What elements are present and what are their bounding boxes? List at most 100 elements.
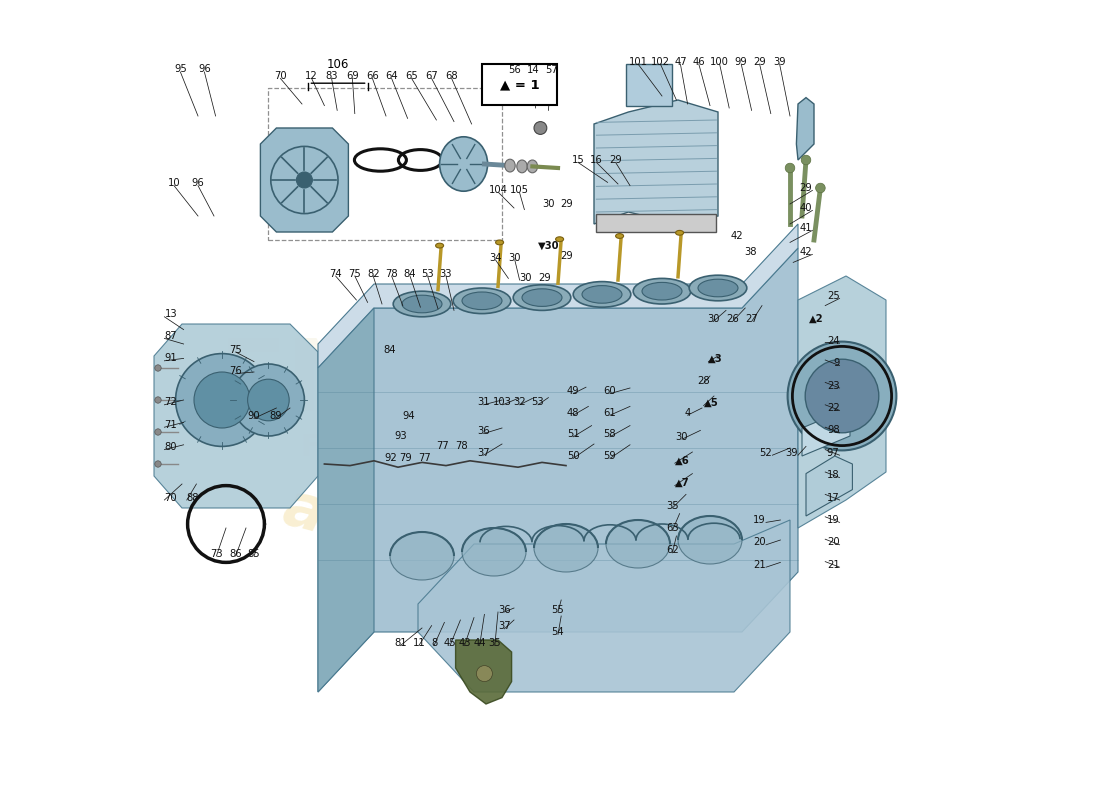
Ellipse shape [514,285,571,310]
Ellipse shape [616,234,624,238]
Text: 50: 50 [566,451,580,461]
Polygon shape [806,456,852,516]
Text: FERRARI: FERRARI [300,434,448,462]
Text: 61: 61 [604,408,616,418]
Text: ▲2: ▲2 [808,314,824,323]
Text: 17: 17 [827,493,839,502]
Text: 53: 53 [421,269,433,278]
Circle shape [155,365,162,371]
Text: ▲7: ▲7 [674,478,690,488]
Polygon shape [318,224,798,368]
Text: 37: 37 [498,622,510,631]
Text: a passion fo: a passion fo [277,478,695,642]
Ellipse shape [496,240,504,245]
Text: 59: 59 [604,451,616,461]
Text: 70: 70 [274,71,287,81]
Text: 21: 21 [754,560,766,570]
Text: 64: 64 [385,71,398,81]
Text: 67: 67 [426,71,438,81]
Text: 92: 92 [384,454,397,463]
Text: 29: 29 [754,57,766,66]
Text: 11: 11 [412,638,426,648]
Ellipse shape [527,160,538,173]
Text: 44: 44 [473,638,486,648]
Text: 100: 100 [711,57,729,66]
Text: 75: 75 [349,269,361,278]
Text: 10: 10 [167,178,180,188]
Text: 93: 93 [394,431,407,441]
Text: 24: 24 [827,336,839,346]
Text: 99: 99 [735,57,748,66]
Text: 77: 77 [437,442,449,451]
Text: ▲3: ▲3 [708,354,723,364]
Text: 66: 66 [366,71,378,81]
Text: 68: 68 [446,71,458,81]
Text: 26: 26 [726,314,739,324]
Text: 78: 78 [455,442,468,451]
Ellipse shape [690,275,747,301]
Text: 36: 36 [498,605,510,614]
Text: 52: 52 [760,448,772,458]
Text: 75: 75 [229,345,242,354]
Text: 16: 16 [590,155,603,165]
Text: 19: 19 [827,515,839,525]
Text: 79: 79 [399,454,412,463]
Text: 81: 81 [394,638,407,648]
Circle shape [296,172,312,188]
Text: 85: 85 [248,549,261,558]
Ellipse shape [678,516,743,564]
Circle shape [801,155,811,165]
FancyBboxPatch shape [626,64,672,106]
Text: 89: 89 [270,411,282,421]
Text: 29: 29 [538,273,551,282]
Text: 28: 28 [697,376,710,386]
Text: 82: 82 [367,269,380,278]
Text: 84: 84 [404,269,416,278]
Circle shape [232,364,305,436]
Text: 74: 74 [329,269,342,278]
Circle shape [815,183,825,193]
Ellipse shape [522,289,562,306]
Text: 15: 15 [572,155,584,165]
Ellipse shape [390,532,454,580]
Polygon shape [594,100,718,224]
Text: 96: 96 [198,64,211,74]
Text: 31: 31 [477,398,490,407]
FancyBboxPatch shape [596,214,716,232]
Text: 38: 38 [744,247,757,257]
Text: 29: 29 [560,199,573,209]
Text: 8: 8 [431,638,437,648]
Text: 87: 87 [164,331,177,341]
Text: 63: 63 [667,523,679,533]
Text: 103: 103 [494,398,513,407]
Text: 37: 37 [477,448,490,458]
Text: 83: 83 [326,71,338,81]
Text: 94: 94 [403,411,415,421]
Circle shape [155,397,162,403]
Text: 72: 72 [164,398,177,407]
Circle shape [155,461,162,467]
Text: 76: 76 [229,366,242,376]
Text: 39: 39 [773,57,785,66]
Text: 25: 25 [827,291,839,301]
Text: 40: 40 [800,203,813,213]
Text: 77: 77 [418,454,431,463]
Ellipse shape [573,282,630,307]
Text: 53: 53 [531,398,544,407]
Polygon shape [418,520,790,692]
Text: 48: 48 [566,408,580,418]
Text: 14: 14 [527,66,539,75]
Text: 86: 86 [229,549,242,558]
Text: 55: 55 [551,605,564,614]
Ellipse shape [517,160,527,173]
Ellipse shape [675,230,683,235]
Circle shape [476,666,493,682]
Circle shape [155,429,162,435]
Text: 30: 30 [542,199,554,209]
Ellipse shape [462,528,526,576]
Ellipse shape [505,159,515,172]
Text: 49: 49 [566,386,580,396]
Polygon shape [796,98,814,160]
Text: 56: 56 [508,66,521,75]
Text: 30: 30 [675,432,689,442]
